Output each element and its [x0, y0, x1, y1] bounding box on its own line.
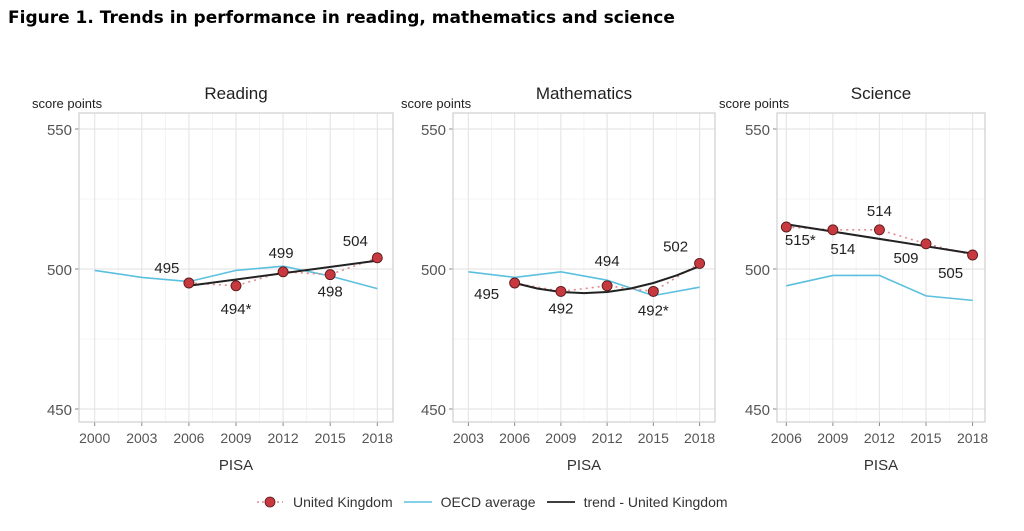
panel-border	[452, 112, 716, 423]
x-tick-label: 2018	[684, 430, 715, 446]
uk-data-label: 514	[867, 203, 892, 220]
x-tick-label: 2003	[126, 430, 157, 446]
x-tick-label: 2012	[864, 430, 895, 446]
panel-title-science: Science	[851, 84, 911, 103]
y-tick-label: 550	[47, 122, 72, 139]
x-tick-label: 2009	[817, 430, 848, 446]
uk-data-label: 499	[269, 245, 294, 262]
y-tick-label: 500	[745, 262, 770, 279]
uk-data-point	[780, 221, 792, 233]
x-tick-label: 2015	[315, 430, 346, 446]
uk-data-label: 514	[830, 241, 855, 258]
y-tick-label: 500	[421, 262, 446, 279]
y-tick-label: 550	[745, 122, 770, 139]
uk-dotted-line	[514, 262, 701, 293]
x-axis-label: PISA	[864, 457, 898, 474]
uk-data-label: 505	[938, 265, 963, 282]
y-axis-label: score points	[401, 96, 472, 111]
panel-border	[776, 112, 986, 423]
x-tick-label: 2012	[592, 430, 623, 446]
uk-data-label: 509	[893, 250, 918, 267]
uk-data-label: 515*	[785, 232, 816, 249]
legend-uk-marker-icon	[257, 496, 283, 508]
legend-trend-line-icon	[546, 501, 575, 503]
legend-label-oecd: OECD average	[440, 494, 536, 510]
y-tick-label: 500	[47, 262, 72, 279]
panel-title-reading: Reading	[204, 84, 267, 103]
x-tick-label: 2015	[638, 430, 669, 446]
x-tick-label: 2018	[362, 430, 393, 446]
uk-data-point	[509, 277, 521, 289]
uk-data-label: 494	[595, 253, 620, 270]
y-tick-label: 450	[745, 402, 770, 419]
uk-data-label: 495	[154, 260, 179, 277]
uk-data-label: 498	[318, 284, 343, 301]
uk-data-point	[601, 280, 613, 292]
uk-trend-line	[514, 265, 700, 295]
uk-data-point	[694, 257, 706, 269]
x-tick-label: 2003	[453, 430, 484, 446]
x-tick-label: 2009	[220, 430, 251, 446]
x-tick-label: 2015	[910, 430, 941, 446]
x-axis-label: PISA	[567, 457, 601, 474]
uk-data-point	[230, 280, 242, 292]
y-axis-label: score points	[32, 96, 103, 111]
uk-data-label: 504	[343, 233, 368, 250]
uk-data-label: 492	[548, 300, 573, 317]
legend-label-trend: trend - United Kingdom	[583, 494, 728, 510]
legend: United Kingdom OECD average trend - Unit…	[255, 494, 738, 510]
uk-data-label: 492*	[638, 302, 669, 319]
uk-trend-line	[786, 223, 973, 255]
uk-data-label: 495	[474, 286, 499, 303]
y-axis-label: score points	[719, 96, 790, 111]
uk-data-point	[873, 224, 885, 236]
uk-data-point	[555, 285, 567, 297]
uk-data-point	[967, 249, 979, 261]
uk-data-point	[920, 238, 932, 250]
figure-title: Figure 1. Trends in performance in readi…	[8, 8, 675, 28]
uk-data-point	[827, 224, 839, 236]
x-tick-label: 2006	[173, 430, 204, 446]
x-tick-label: 2012	[268, 430, 299, 446]
oecd-average-line	[468, 270, 700, 297]
legend-oecd-line-icon	[403, 501, 432, 503]
oecd-average-line	[786, 274, 973, 302]
y-tick-label: 550	[421, 122, 446, 139]
x-tick-label: 2018	[957, 430, 988, 446]
x-tick-label: 2006	[771, 430, 802, 446]
uk-data-point	[324, 269, 336, 281]
y-tick-label: 450	[47, 402, 72, 419]
x-tick-label: 2009	[545, 430, 576, 446]
uk-data-label: 502	[663, 238, 688, 255]
uk-data-point	[647, 285, 659, 297]
uk-data-point	[183, 277, 195, 289]
legend-label-uk: United Kingdom	[293, 494, 393, 510]
panel-border	[78, 112, 394, 423]
uk-data-point	[277, 266, 289, 278]
uk-data-label: 494*	[221, 301, 252, 318]
panel-title-mathematics: Mathematics	[536, 84, 632, 103]
x-tick-label: 2006	[499, 430, 530, 446]
y-tick-label: 450	[421, 402, 446, 419]
uk-data-point	[371, 252, 383, 264]
x-axis-label: PISA	[219, 457, 253, 474]
x-tick-label: 2000	[79, 430, 110, 446]
